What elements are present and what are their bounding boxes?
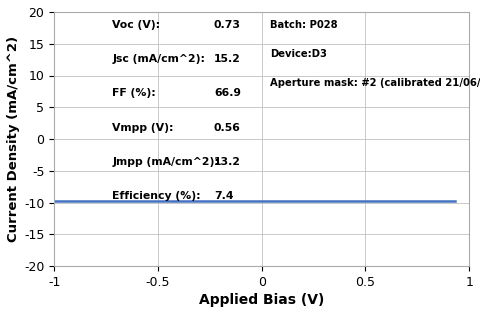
Text: Jmpp (mA/cm^2):: Jmpp (mA/cm^2): xyxy=(112,157,219,167)
Text: 0.73: 0.73 xyxy=(214,19,241,30)
Text: FF (%):: FF (%): xyxy=(112,88,156,98)
Text: Efficiency (%):: Efficiency (%): xyxy=(112,191,201,201)
Text: 66.9: 66.9 xyxy=(214,88,241,98)
Text: 15.2: 15.2 xyxy=(214,54,241,64)
Text: Aperture mask: #2 (calibrated 21/06/2012): Aperture mask: #2 (calibrated 21/06/2012… xyxy=(270,78,480,88)
X-axis label: Applied Bias (V): Applied Bias (V) xyxy=(199,293,324,307)
Text: Voc (V):: Voc (V): xyxy=(112,19,160,30)
Text: 0.56: 0.56 xyxy=(214,122,241,133)
Text: Batch: P028: Batch: P028 xyxy=(270,19,337,30)
Text: Vmpp (V):: Vmpp (V): xyxy=(112,122,174,133)
Y-axis label: Current Density (mA/cm^2): Current Density (mA/cm^2) xyxy=(7,36,20,242)
Text: 13.2: 13.2 xyxy=(214,157,241,167)
Text: Jsc (mA/cm^2):: Jsc (mA/cm^2): xyxy=(112,54,205,64)
Text: 7.4: 7.4 xyxy=(214,191,233,201)
Text: Device:D3: Device:D3 xyxy=(270,49,327,59)
